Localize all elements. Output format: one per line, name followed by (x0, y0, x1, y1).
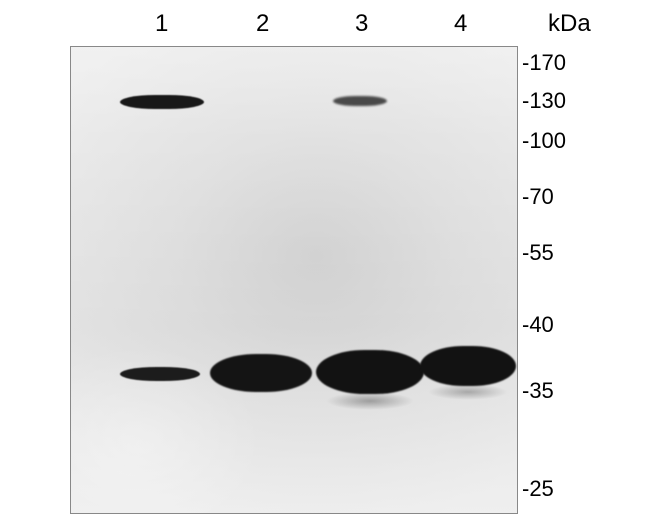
band-lane1-130kda (120, 95, 204, 109)
band-lane2-36kda (210, 354, 312, 392)
band-lane3-36kda (316, 350, 424, 394)
marker-25: -25 (522, 476, 554, 502)
lane-label-3: 3 (355, 10, 368, 38)
marker-40: -40 (522, 312, 554, 338)
blot-membrane (70, 46, 518, 514)
lane-label-1: 1 (155, 10, 168, 38)
marker-55: -55 (522, 240, 554, 266)
unit-label-kda: kDa (548, 10, 591, 38)
smear-lane4 (428, 384, 508, 400)
band-lane1-36kda (120, 367, 200, 381)
western-blot-figure: { "figure": { "type": "western-blot", "w… (0, 0, 650, 520)
marker-170: -170 (522, 50, 566, 76)
band-lane4-36kda (420, 346, 516, 386)
shading-overlay-2 (71, 47, 517, 513)
lane-label-4: 4 (454, 10, 467, 38)
smear-lane3 (326, 392, 414, 410)
marker-35: -35 (522, 378, 554, 404)
marker-70: -70 (522, 184, 554, 210)
lane-label-2: 2 (256, 10, 269, 38)
marker-130: -130 (522, 88, 566, 114)
band-lane3-130kda (333, 96, 387, 106)
marker-100: -100 (522, 128, 566, 154)
